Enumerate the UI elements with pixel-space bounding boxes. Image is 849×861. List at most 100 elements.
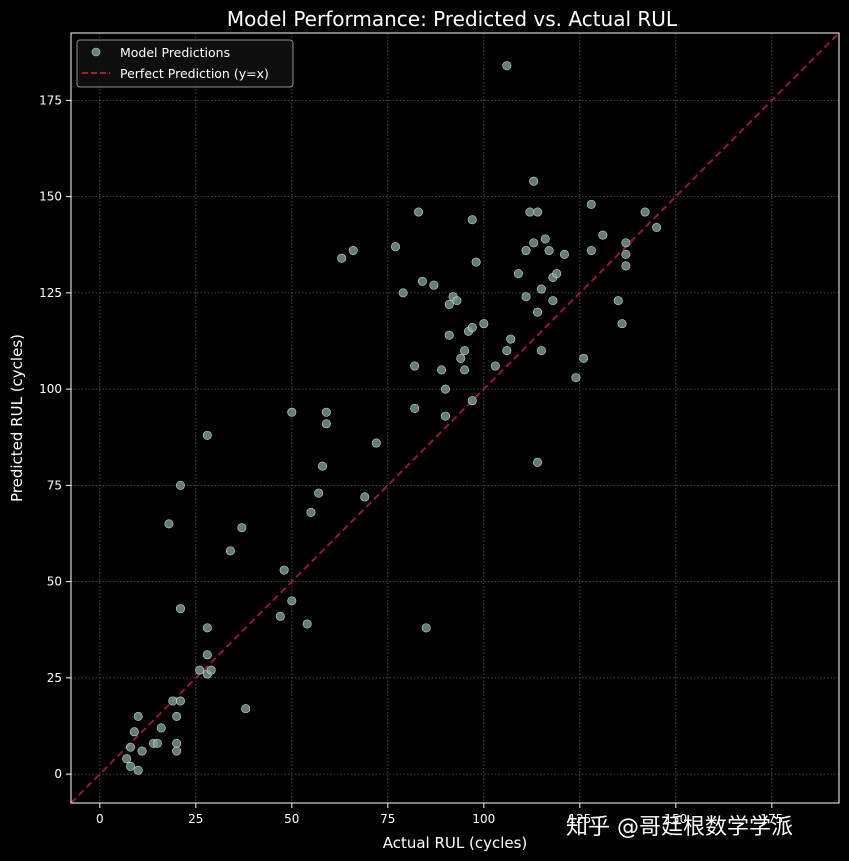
data-point bbox=[586, 246, 596, 256]
data-point bbox=[202, 650, 212, 660]
data-point bbox=[621, 238, 631, 248]
x-tick-label: 75 bbox=[380, 812, 395, 826]
data-point bbox=[460, 346, 470, 356]
data-point bbox=[502, 346, 512, 356]
data-point bbox=[521, 292, 531, 302]
data-point bbox=[172, 711, 182, 721]
perfect-prediction-line bbox=[70, 32, 840, 804]
data-point bbox=[129, 727, 139, 737]
data-point bbox=[521, 246, 531, 256]
x-tick-label: 50 bbox=[284, 812, 299, 826]
data-point bbox=[529, 176, 539, 186]
data-point bbox=[337, 253, 347, 263]
data-point bbox=[414, 207, 424, 217]
data-point bbox=[287, 407, 297, 417]
data-point bbox=[533, 307, 543, 317]
data-point bbox=[417, 276, 427, 286]
chart-title: Model Performance: Predicted vs. Actual … bbox=[227, 7, 678, 31]
data-point bbox=[533, 207, 543, 217]
data-point bbox=[540, 234, 550, 244]
grid bbox=[71, 33, 839, 803]
data-points bbox=[122, 61, 662, 775]
data-point bbox=[444, 330, 454, 340]
y-tick-label: 125 bbox=[39, 286, 62, 300]
data-point bbox=[168, 696, 178, 706]
y-tick-label: 0 bbox=[54, 767, 62, 781]
watermark: 知乎 @哥廷根数学学派 bbox=[566, 815, 793, 840]
data-point bbox=[175, 604, 185, 614]
data-point bbox=[479, 319, 489, 329]
data-point bbox=[548, 296, 558, 306]
data-point bbox=[559, 249, 569, 259]
data-point bbox=[640, 207, 650, 217]
y-tick-label: 25 bbox=[47, 671, 62, 685]
data-point bbox=[321, 419, 331, 429]
data-point bbox=[152, 738, 162, 748]
data-point bbox=[533, 457, 543, 467]
y-tick-label: 50 bbox=[47, 575, 62, 589]
data-point bbox=[552, 269, 562, 279]
data-point bbox=[536, 346, 546, 356]
y-tick-label: 75 bbox=[47, 478, 62, 492]
data-point bbox=[525, 207, 535, 217]
data-point bbox=[621, 261, 631, 271]
data-point bbox=[440, 384, 450, 394]
axis-ticks: 0 25 50 75 100 125 150 175 0 25 50 75 100 125 150 175 bbox=[39, 93, 783, 826]
data-point bbox=[137, 746, 147, 756]
data-point bbox=[410, 361, 420, 371]
data-point bbox=[460, 365, 470, 375]
data-point bbox=[156, 723, 166, 733]
data-point bbox=[506, 334, 516, 344]
data-point bbox=[429, 280, 439, 290]
legend: Model Predictions Perfect Prediction (y=… bbox=[76, 39, 294, 88]
data-point bbox=[544, 246, 554, 256]
data-point bbox=[579, 353, 589, 363]
data-point bbox=[172, 738, 182, 748]
data-point bbox=[202, 623, 212, 633]
data-point bbox=[122, 754, 132, 764]
data-point bbox=[452, 296, 462, 306]
data-point bbox=[440, 411, 450, 421]
data-point bbox=[613, 296, 623, 306]
data-point bbox=[241, 704, 251, 714]
data-point bbox=[371, 438, 381, 448]
y-tick-label: 175 bbox=[39, 93, 62, 107]
x-tick-label: 175 bbox=[760, 812, 783, 826]
data-point bbox=[237, 523, 247, 533]
data-point bbox=[437, 365, 447, 375]
data-point bbox=[360, 492, 370, 502]
data-point bbox=[598, 230, 608, 240]
data-point bbox=[287, 596, 297, 606]
data-point bbox=[467, 215, 477, 225]
data-point bbox=[421, 623, 431, 633]
data-point bbox=[571, 373, 581, 383]
data-point bbox=[467, 323, 477, 333]
data-point bbox=[175, 696, 185, 706]
data-point bbox=[275, 611, 285, 621]
data-point bbox=[621, 249, 631, 259]
data-point bbox=[513, 269, 523, 279]
x-tick-label: 0 bbox=[96, 812, 104, 826]
legend-marker-predictions bbox=[91, 47, 101, 57]
data-point bbox=[302, 619, 312, 629]
x-tick-label: 125 bbox=[568, 812, 591, 826]
data-point bbox=[172, 746, 182, 756]
data-point bbox=[467, 396, 477, 406]
data-point bbox=[126, 742, 136, 752]
y-axis-label: Predicted RUL (cycles) bbox=[8, 334, 26, 502]
legend-box bbox=[76, 39, 294, 88]
data-point bbox=[410, 403, 420, 413]
data-point bbox=[321, 407, 331, 417]
data-point bbox=[471, 257, 481, 267]
x-tick-label: 100 bbox=[472, 812, 495, 826]
data-point bbox=[206, 665, 216, 675]
data-point bbox=[314, 488, 324, 498]
data-point bbox=[586, 199, 596, 209]
data-point bbox=[502, 61, 512, 71]
data-point bbox=[225, 546, 235, 556]
plot-frame bbox=[70, 32, 840, 804]
x-tick-label: 150 bbox=[664, 812, 687, 826]
y-tick-label: 100 bbox=[39, 382, 62, 396]
